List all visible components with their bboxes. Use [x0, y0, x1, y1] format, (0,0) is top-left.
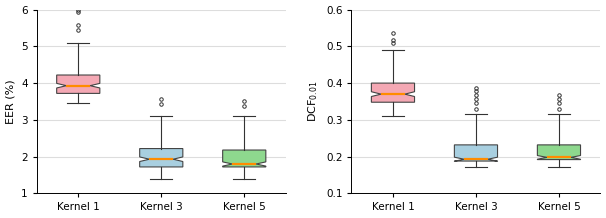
- Y-axis label: DCF$_{0.01}$: DCF$_{0.01}$: [307, 81, 321, 122]
- Polygon shape: [371, 83, 415, 102]
- Polygon shape: [139, 148, 183, 167]
- Polygon shape: [538, 145, 581, 160]
- Polygon shape: [57, 75, 100, 93]
- Y-axis label: EER (%): EER (%): [5, 79, 16, 124]
- Polygon shape: [454, 145, 498, 161]
- Polygon shape: [222, 150, 266, 167]
